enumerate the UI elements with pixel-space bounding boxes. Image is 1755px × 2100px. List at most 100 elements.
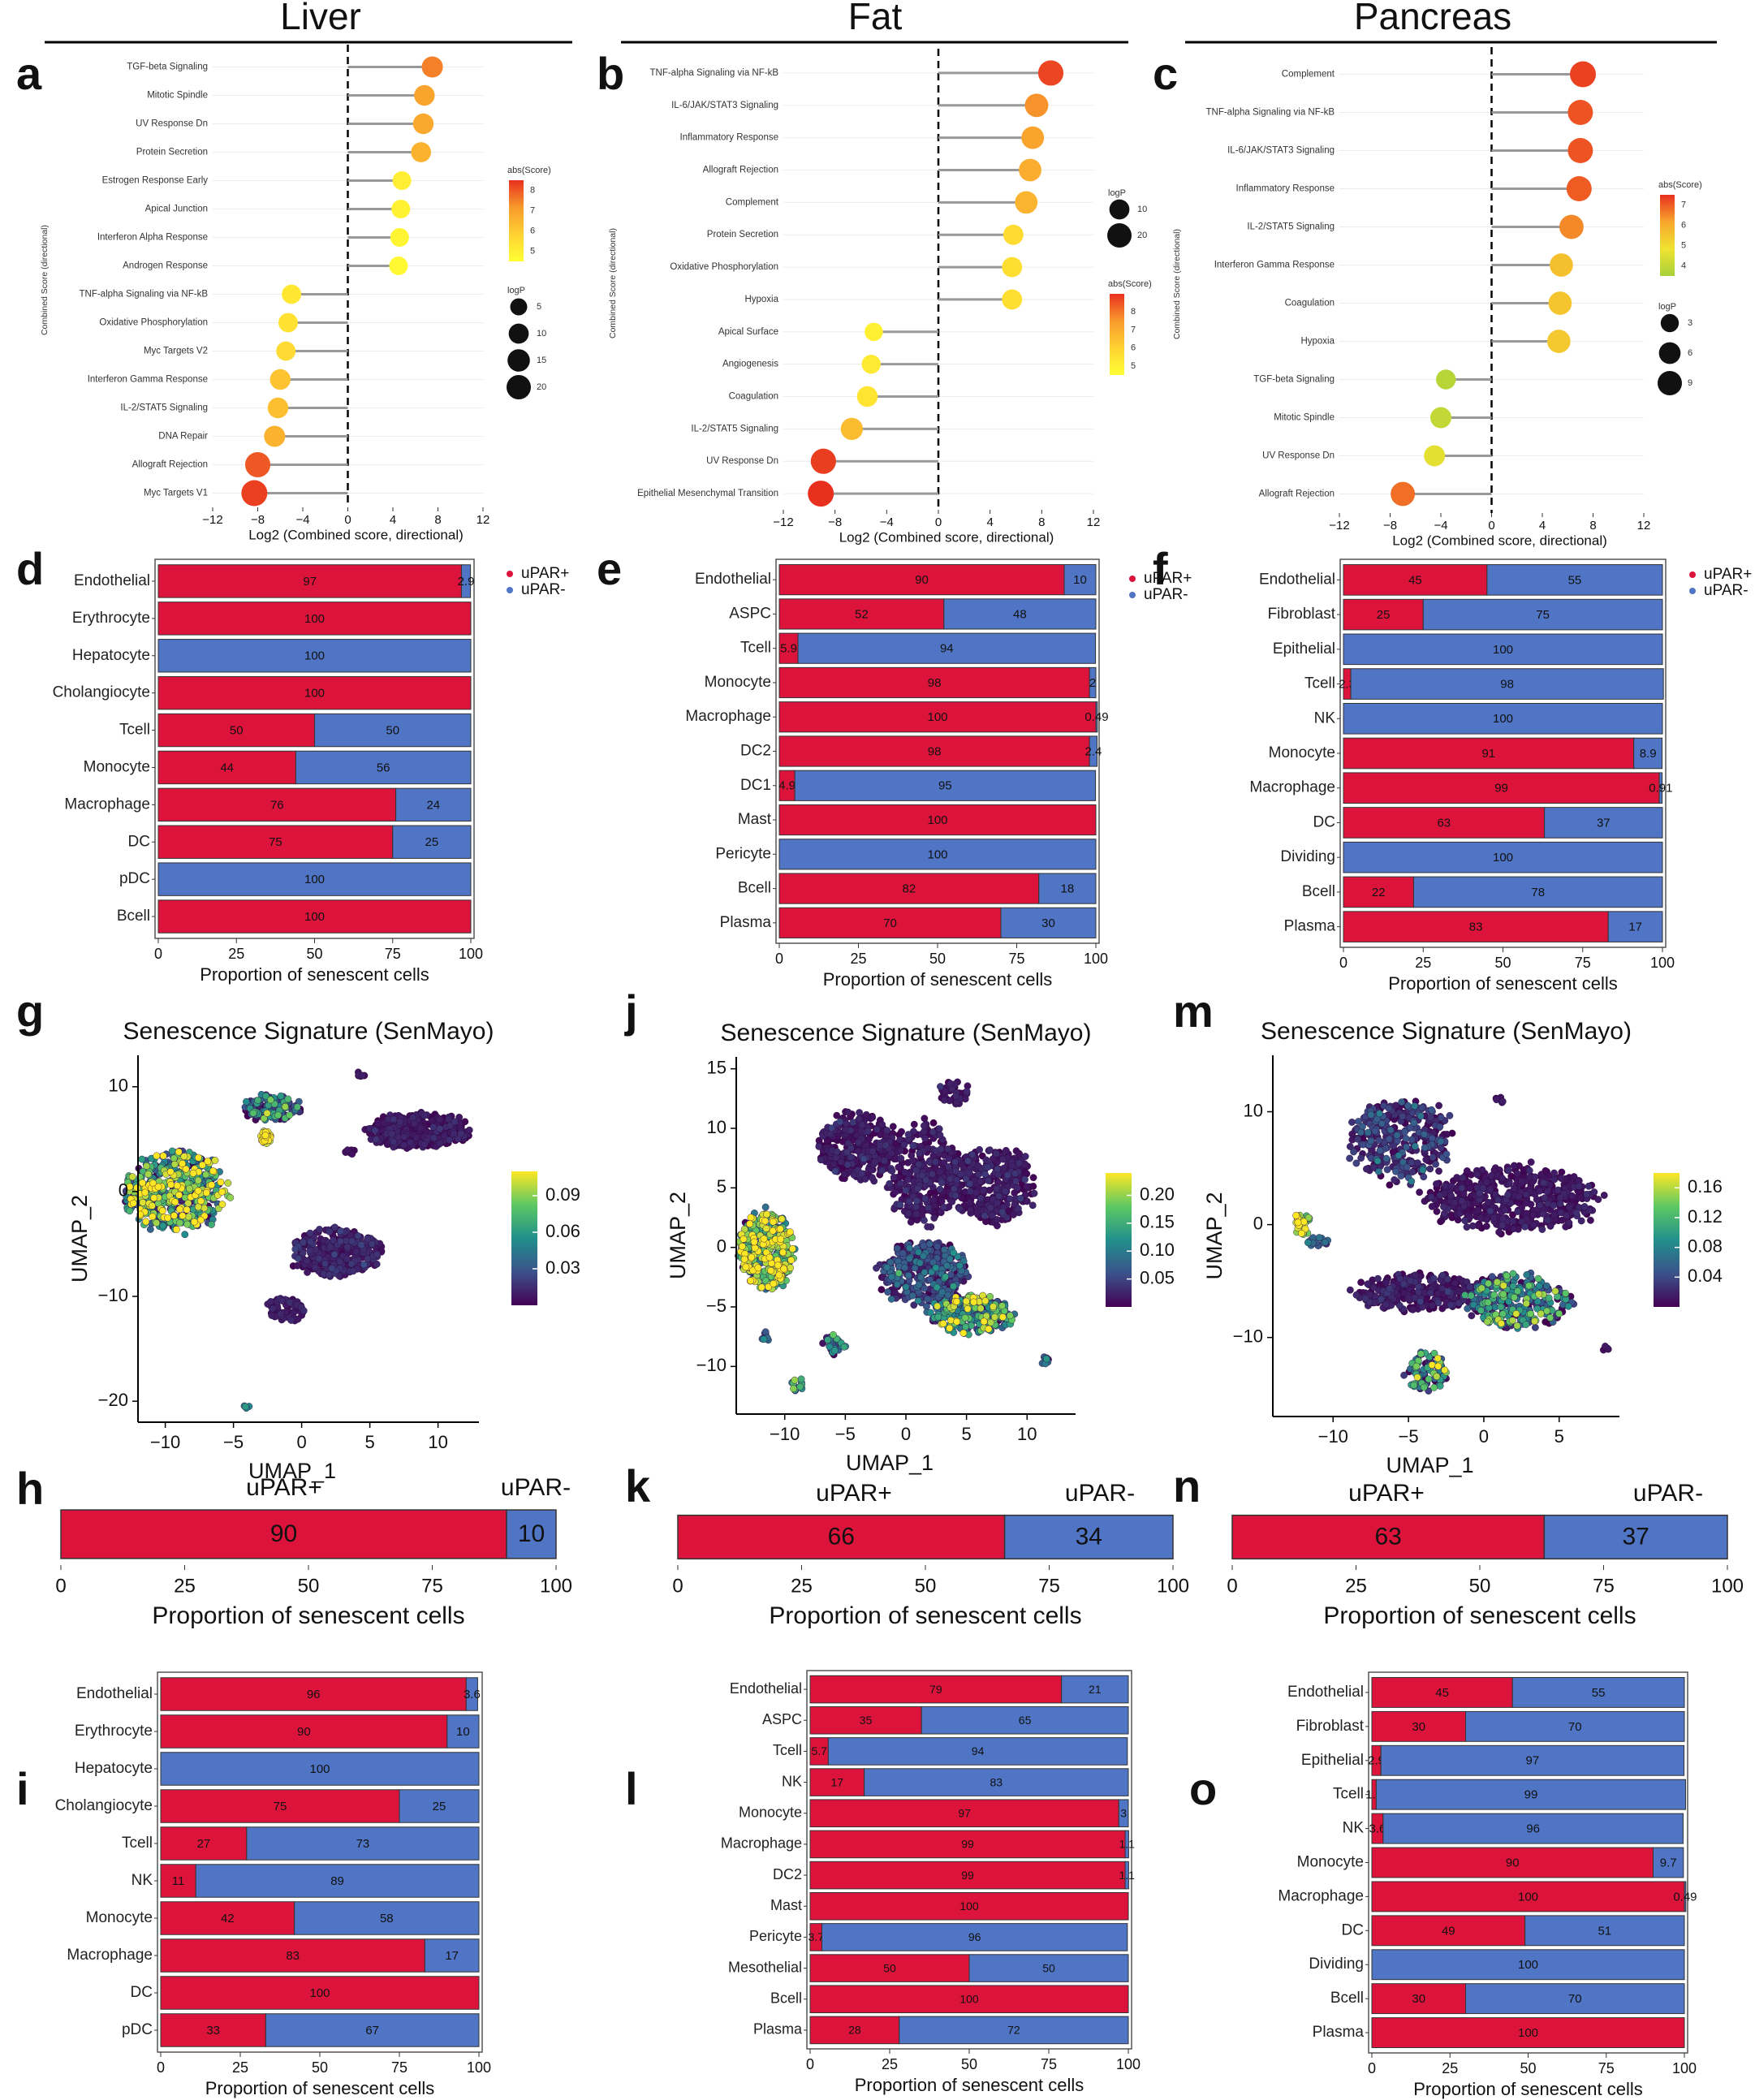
bar-value-label: 100 bbox=[927, 710, 947, 724]
term-label: Androgen Response bbox=[123, 261, 208, 271]
category-label: Bcell bbox=[738, 880, 771, 897]
x-tick-label: 8 bbox=[434, 513, 441, 527]
umap-cell-point bbox=[836, 1118, 844, 1126]
bar-value-label: 83 bbox=[990, 1775, 1003, 1788]
x-tick-label: 50 bbox=[306, 946, 322, 962]
lollipop-point bbox=[1391, 481, 1416, 507]
panel-letter-f: f bbox=[1153, 543, 1168, 594]
color-legend-tick: 5 bbox=[530, 246, 535, 256]
bar-segment-uPAR- bbox=[1118, 1799, 1129, 1828]
bar-segment-uPAR+ bbox=[809, 1799, 1119, 1828]
x-tick-label: 0 bbox=[157, 2059, 165, 2076]
bar-value-label: 70 bbox=[883, 916, 897, 930]
x-tick-label: 4 bbox=[986, 515, 993, 529]
umap-cell-point bbox=[354, 1232, 362, 1240]
umap-cell-point bbox=[224, 1179, 232, 1187]
x-tick-label: 0 bbox=[806, 2056, 814, 2072]
top-label: uPAR+ bbox=[1348, 1480, 1425, 1507]
umap-cell-point bbox=[895, 1269, 903, 1277]
umap-cell-point bbox=[277, 1310, 285, 1317]
bar-value-label: 35 bbox=[860, 1714, 873, 1727]
term-label: Inflammatory Response bbox=[680, 133, 778, 143]
x-tick-label: −5 bbox=[835, 1424, 856, 1444]
bar-value-label: 97 bbox=[1526, 1754, 1540, 1768]
umap-cell-point bbox=[964, 1157, 972, 1165]
umap-cell-point bbox=[757, 1283, 765, 1291]
umap-cell-point bbox=[349, 1267, 357, 1275]
bar-value-label: 30 bbox=[1041, 916, 1055, 930]
bar-segment-uPAR- bbox=[160, 1752, 480, 1786]
lollipop-point bbox=[808, 481, 834, 507]
x-tick-label: 50 bbox=[915, 1575, 937, 1597]
colorbar bbox=[511, 1171, 537, 1305]
x-tick-label: 8 bbox=[1038, 515, 1045, 529]
bar-value-label: 99 bbox=[961, 1838, 974, 1851]
size-legend-tick: 6 bbox=[1688, 348, 1692, 358]
umap-cell-point bbox=[330, 1236, 337, 1244]
panel-letter-k: k bbox=[625, 1460, 651, 1511]
umap-cell-point bbox=[372, 1136, 380, 1143]
umap-cell-point bbox=[924, 1295, 932, 1303]
umap-cell-point bbox=[1028, 1201, 1037, 1210]
term-label: Allograft Rejection bbox=[703, 166, 778, 175]
umap-cell-point bbox=[267, 1298, 274, 1305]
umap-cell-point bbox=[896, 1146, 904, 1154]
category-label: Plasma bbox=[720, 914, 772, 931]
umap-cell-point bbox=[306, 1247, 314, 1255]
bar-value-label: 3.7 bbox=[809, 1930, 825, 1943]
bar-value-label: 65 bbox=[1019, 1714, 1032, 1727]
umap-cell-point bbox=[1357, 1279, 1365, 1287]
lollipop-point bbox=[1002, 257, 1023, 278]
category-label: Plasma bbox=[1284, 918, 1336, 935]
bar-value-label: 28 bbox=[848, 2024, 861, 2037]
size-legend-title: logP bbox=[1108, 188, 1126, 198]
x-tick-label: 25 bbox=[791, 1575, 813, 1597]
size-legend-tick: 20 bbox=[1137, 231, 1147, 240]
bar-segment-uPAR- bbox=[778, 839, 1097, 870]
bar-segment-uPAR- bbox=[1124, 1830, 1129, 1859]
lollipop-point bbox=[865, 322, 883, 342]
y-tick-label: 15 bbox=[707, 1057, 727, 1077]
umap-cell-point bbox=[149, 1213, 157, 1221]
term-label: Complement bbox=[1282, 70, 1335, 80]
bar-value-label: 96 bbox=[307, 1688, 321, 1701]
umap-cell-point bbox=[937, 1145, 945, 1153]
category-label: Endothelial bbox=[1287, 1684, 1364, 1701]
umap-cell-point bbox=[815, 1143, 823, 1150]
bar-value-label: 24 bbox=[426, 798, 440, 812]
category-label: Cholangiocyte bbox=[53, 684, 150, 701]
bar-segment-uPAR- bbox=[195, 1864, 480, 1898]
bar-value-label: 1.1 bbox=[1119, 1869, 1136, 1882]
bar-segment-uPAR- bbox=[1684, 1881, 1687, 1912]
x-tick-label: −4 bbox=[295, 513, 309, 527]
bar-value-label: 100 bbox=[1518, 1958, 1538, 1972]
stacked-bar-chart-d: 97 2.9Endothelial100Erythrocyte100Hepatoc… bbox=[53, 558, 569, 985]
umap-cell-point bbox=[913, 1197, 921, 1205]
umap-cell-point bbox=[979, 1187, 987, 1195]
umap-cell-point bbox=[940, 1246, 948, 1254]
umap-cell-point bbox=[179, 1159, 187, 1167]
bar-value-label: 100 bbox=[959, 1899, 979, 1912]
category-label: Hepatocyte bbox=[72, 647, 150, 664]
color-legend-tick: 5 bbox=[1681, 240, 1686, 250]
umap-cell-point bbox=[277, 1092, 285, 1100]
colorbar bbox=[1106, 1173, 1132, 1307]
umap-cell-point bbox=[175, 1205, 183, 1214]
umap-cell-point bbox=[293, 1103, 301, 1111]
term-label: Oxidative Phosphorylation bbox=[99, 318, 208, 328]
category-label: pDC bbox=[119, 870, 150, 887]
x-tick-label: 75 bbox=[1593, 1575, 1615, 1597]
color-legend-tick: 4 bbox=[1681, 261, 1686, 270]
bar-value-label: 3 bbox=[1120, 1806, 1127, 1819]
umap-cell-point bbox=[170, 1160, 179, 1168]
umap-cell-point bbox=[1023, 1197, 1031, 1205]
umap-cell-point bbox=[284, 1095, 292, 1103]
umap-cell-point bbox=[929, 1128, 937, 1136]
y-tick-label: −20 bbox=[98, 1390, 128, 1410]
umap-cell-point bbox=[936, 1185, 944, 1193]
umap-cell-point bbox=[328, 1265, 336, 1273]
bar-value-label: 10 bbox=[1073, 573, 1087, 587]
umap-cell-point bbox=[429, 1123, 438, 1131]
umap-cell-point bbox=[925, 1204, 933, 1212]
umap-cell-point bbox=[832, 1153, 840, 1162]
